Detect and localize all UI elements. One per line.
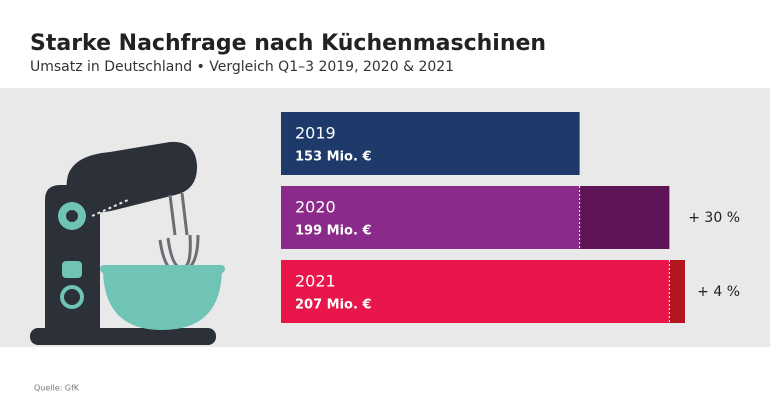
source-note: Quelle: GfK: [34, 384, 80, 393]
bar-previous: [281, 186, 580, 249]
growth-label: + 30 %: [688, 210, 740, 226]
category-label: 2020: [295, 198, 336, 217]
bar-previous: [281, 260, 670, 323]
category-label: 2019: [295, 124, 336, 143]
value-label: 207 Mio. €: [295, 298, 372, 313]
category-label: 2021: [295, 272, 336, 291]
bar: [281, 112, 580, 175]
value-label: 153 Mio. €: [295, 150, 372, 165]
mixer-illustration: [30, 141, 225, 345]
chart-title: Starke Nachfrage nach Küchenmaschinen: [30, 31, 546, 56]
growth-label: + 4 %: [697, 284, 740, 300]
chart-subtitle: Umsatz in Deutschland • Vergleich Q1–3 2…: [30, 59, 454, 75]
value-label: 199 Mio. €: [295, 224, 372, 239]
